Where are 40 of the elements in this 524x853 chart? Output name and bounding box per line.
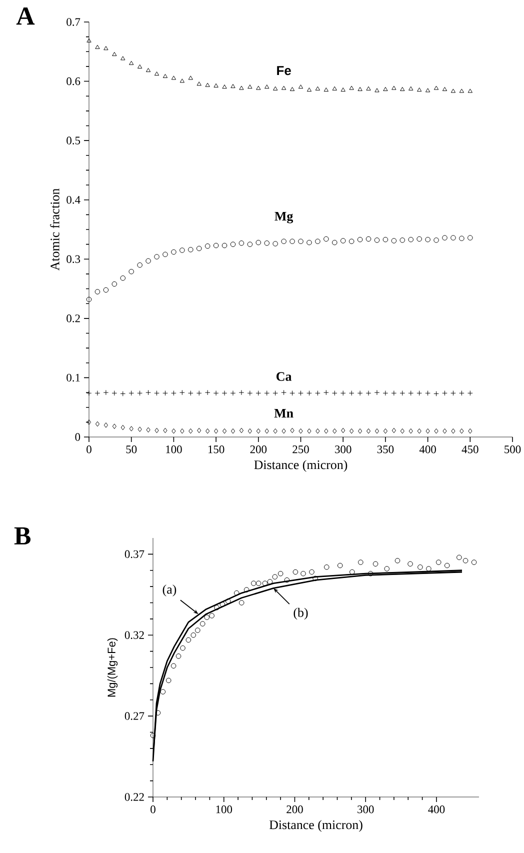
y-tick-label: 0.3 xyxy=(66,255,80,264)
y-tick-label: 0.27 xyxy=(124,712,144,720)
y-tick-label: 0 xyxy=(75,433,80,441)
y-tick-label: 0.2 xyxy=(66,314,80,322)
x-tick-label: 200 xyxy=(250,446,266,454)
x-tick-label: 50 xyxy=(126,446,136,454)
y-tick-label: 0.7 xyxy=(66,18,80,26)
series-label: Mg xyxy=(274,212,293,224)
y-tick-label: 0.37 xyxy=(124,550,144,558)
y-axis-title: Mg/(Mg+Fe) xyxy=(107,638,118,697)
series-label: Fe xyxy=(276,66,291,76)
y-axis-title: Atomic fraction xyxy=(50,188,60,271)
x-tick-label: 0 xyxy=(86,446,92,454)
x-tick-label: 400 xyxy=(419,446,436,454)
x-tick-label: 300 xyxy=(334,446,352,454)
x-tick-label: 100 xyxy=(216,806,232,814)
series-label: Ca xyxy=(276,372,292,381)
y-tick-label: 0.4 xyxy=(66,196,80,204)
y-tick-label: 0.1 xyxy=(66,374,80,382)
y-tick-label: 0.5 xyxy=(66,136,80,144)
x-tick-label: 100 xyxy=(166,446,182,454)
x-axis-title: Distance (micron) xyxy=(269,820,362,832)
x-tick-label: 150 xyxy=(208,446,224,454)
annotation: (a) xyxy=(162,584,176,596)
annotation: (b) xyxy=(294,608,308,620)
y-tick-label: 0.6 xyxy=(66,77,80,86)
y-tick-label: 0.22 xyxy=(124,793,144,801)
x-axis-title: Distance (micron) xyxy=(254,460,347,472)
x-tick-label: 450 xyxy=(462,446,478,454)
x-tick-label: 500 xyxy=(504,446,520,454)
chart-title: A xyxy=(16,7,34,25)
x-tick-label: 300 xyxy=(357,806,374,814)
x-tick-label: 200 xyxy=(286,806,303,814)
y-tick-label: 0.32 xyxy=(124,631,144,640)
chart-title: B xyxy=(14,527,30,544)
x-tick-label: 400 xyxy=(428,806,444,814)
x-tick-label: 350 xyxy=(377,446,394,454)
series-label: Mn xyxy=(274,409,294,418)
x-tick-label: 0 xyxy=(150,806,156,814)
x-tick-label: 250 xyxy=(292,446,309,454)
